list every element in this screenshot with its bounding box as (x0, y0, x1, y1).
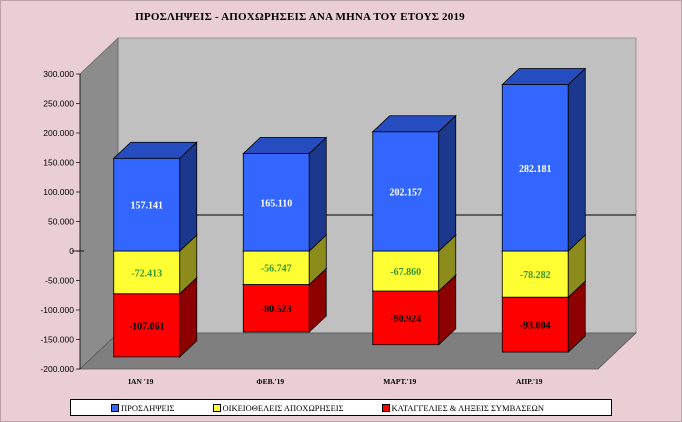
bar-data-label: -93.004 (520, 321, 551, 332)
y-tick-label: 100.000 (43, 187, 74, 197)
legend-label-hires: ΠΡΟΣΛΗΨΕΙΣ (121, 402, 175, 413)
legend-swatch-hires (111, 403, 119, 412)
bar-data-label: 282.181 (519, 164, 552, 175)
y-tick-label: -100.000 (40, 305, 74, 315)
side-wall (79, 37, 119, 370)
y-tick-label: 200.000 (43, 128, 74, 138)
y-tick-label: -150.000 (40, 335, 74, 345)
bar-top-face (242, 137, 328, 154)
legend-label-voluntary: ΟΙΚΕΙΟΘΕΛΕΙΣ ΑΠΟΧΩΡΗΣΕΙΣ (222, 402, 344, 413)
bar-data-label: 157.141 (131, 201, 164, 212)
bar-top-face (371, 115, 457, 133)
bar-segment (113, 157, 181, 252)
x-tick-label: ΦΕΒ.'19 (256, 377, 284, 386)
bar-data-label: -72.413 (131, 268, 162, 279)
bar-segment (242, 153, 310, 252)
bar-side-face (179, 141, 198, 252)
bar-segment (501, 250, 569, 298)
legend-label-terminations: ΚΑΤΑΓΓΕΛΙΕΣ & ΛΗΞΕΙΣ ΣΥΜΒΑΣΕΩΝ (391, 402, 544, 413)
legend-item-voluntary: ΟΙΚΕΙΟΘΕΛΕΙΣ ΑΠΟΧΩΡΗΣΕΙΣ (212, 402, 344, 413)
bar-segment (242, 284, 310, 333)
x-tick-label: ΜΑΡΤ.'19 (383, 377, 416, 386)
bar-data-label: -56.747 (261, 264, 292, 275)
y-tick-label: 0 (69, 246, 74, 256)
bar-top-face (112, 141, 198, 159)
legend-swatch-terminations (381, 403, 390, 412)
y-tick-label: 150.000 (43, 158, 74, 168)
bar-segment (372, 290, 440, 346)
chart-title: ΠΡΟΣΛΗΨΕΙΣ - ΑΠΟΧΩΡΗΣΕΙΣ ΑΝΑ ΜΗΝΑ ΤΟΥ ΕΤ… (135, 11, 465, 23)
bar-segment (372, 250, 440, 292)
x-tick-label: ΙΑΝ '19 (128, 377, 153, 386)
floor (78, 332, 638, 370)
bar-data-label: 202.157 (390, 187, 423, 198)
bar-segment (501, 296, 569, 353)
bar-data-label: -90.924 (390, 314, 421, 325)
bar-data-label: -78.282 (520, 270, 551, 281)
bar-side-face (438, 114, 457, 252)
legend-item-terminations: ΚΑΤΑΓΓΕΛΙΕΣ & ΛΗΞΕΙΣ ΣΥΜΒΑΣΕΩΝ (381, 402, 544, 413)
bar-data-label: -67.860 (390, 267, 421, 278)
x-tick-label: ΑΠΡ.'19 (516, 377, 543, 386)
bar-side-face (567, 67, 586, 252)
y-tick-label: 50.000 (48, 217, 74, 227)
bar-data-label: 165.110 (260, 198, 292, 209)
bar-side-face (308, 136, 327, 252)
y-tick-label: -200.000 (40, 364, 74, 374)
bar-top-face (501, 68, 587, 85)
bar-segment (113, 293, 181, 358)
y-tick-label: 250.000 (43, 99, 74, 109)
bar-segment (372, 131, 440, 252)
y-tick-label: -50.000 (45, 276, 74, 286)
y-tick-label: 300.000 (43, 69, 74, 79)
legend-item-hires: ΠΡΟΣΛΗΨΕΙΣ (111, 403, 175, 413)
bar-data-label: -107.061 (129, 321, 165, 332)
bar-segment (501, 84, 569, 252)
bar-data-label: -80.523 (261, 304, 292, 315)
legend-swatch-voluntary (212, 403, 221, 412)
legend: ΠΡΟΣΛΗΨΕΙΣ ΟΙΚΕΙΟΘΕΛΕΙΣ ΑΠΟΧΩΡΗΣΕΙΣ ΚΑΤΑ… (70, 399, 612, 416)
